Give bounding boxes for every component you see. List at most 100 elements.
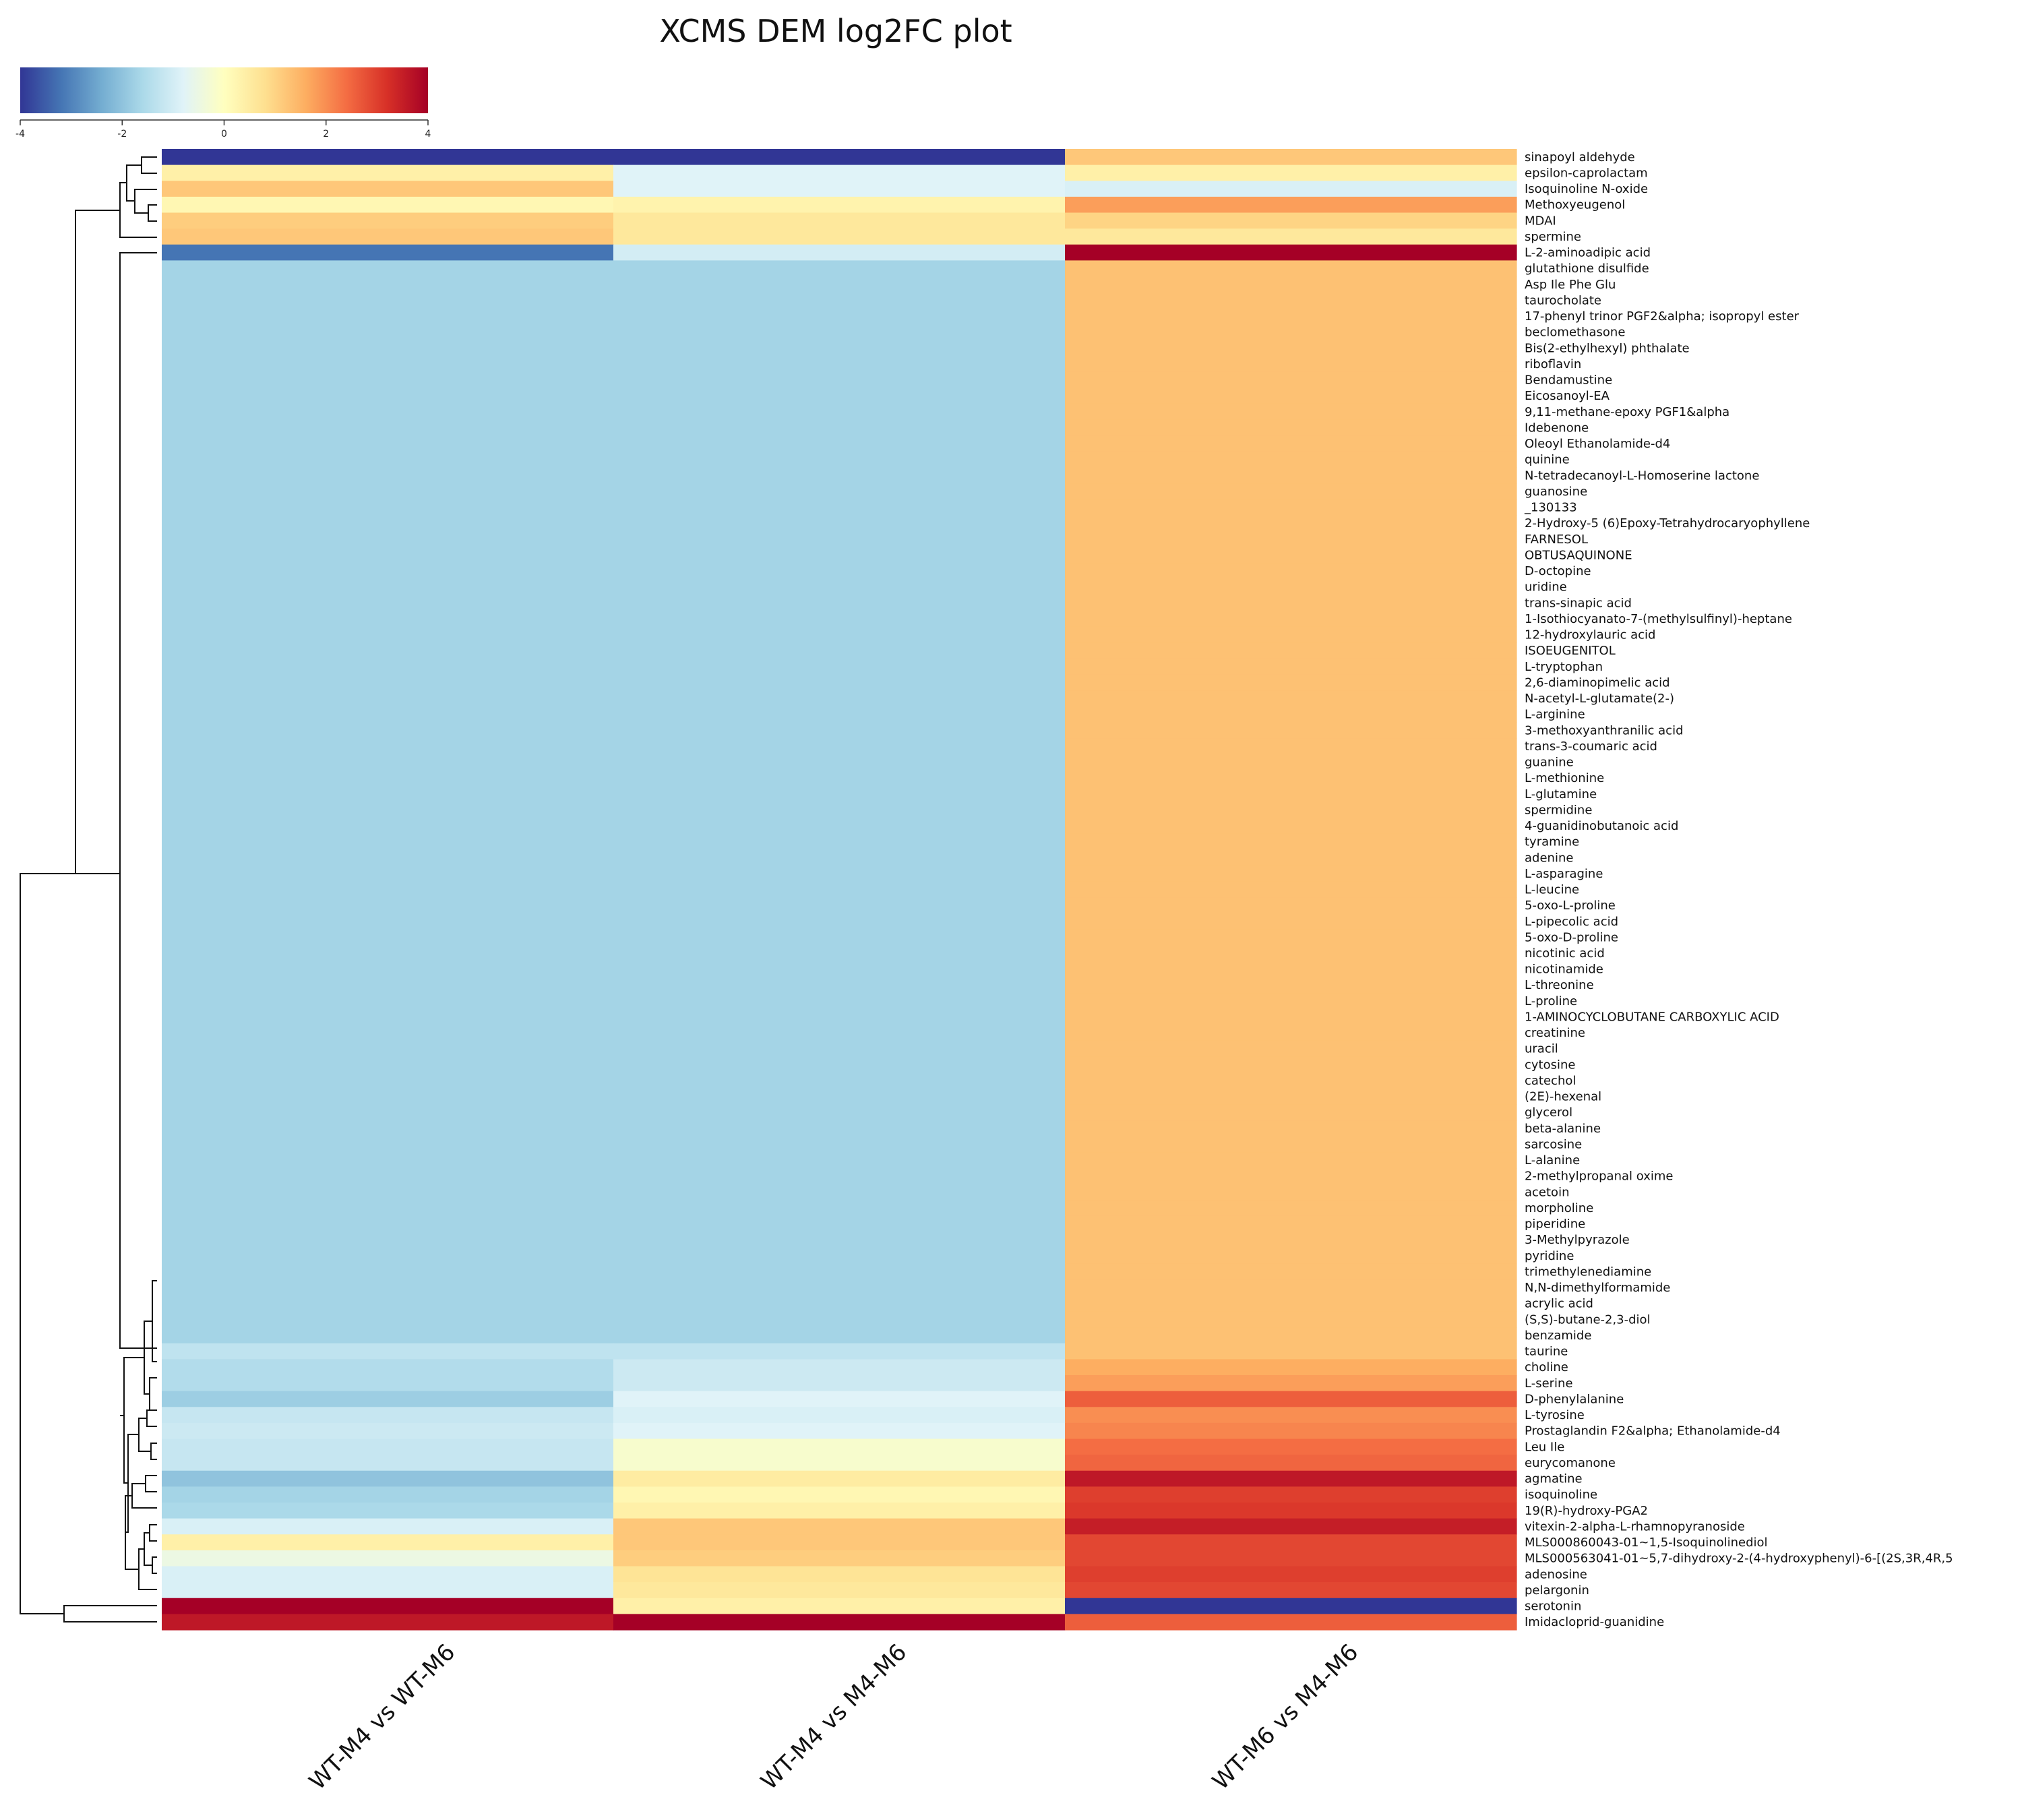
heatmap-cell [1065, 403, 1517, 421]
row-label: L-asparagine [1525, 867, 1603, 881]
row-label: guanine [1525, 756, 1574, 770]
dendrogram-branch [138, 1418, 151, 1452]
heatmap-cell [162, 1518, 614, 1535]
heatmap-cell [613, 388, 1066, 404]
row-label: 19(R)-hydroxy-PGA2 [1525, 1504, 1648, 1518]
row-label: guanosine [1525, 485, 1587, 499]
heatmap-cell [613, 626, 1066, 643]
row-label: 4-guanidinobutanoic acid [1525, 819, 1678, 833]
heatmap-cell [162, 340, 614, 357]
heatmap-cell [613, 1391, 1066, 1407]
heatmap-cell [613, 1263, 1066, 1280]
heatmap-cell [613, 913, 1066, 930]
heatmap-cell [162, 1343, 614, 1360]
heatmap-cell [1065, 1534, 1517, 1551]
heatmap-cell [162, 229, 614, 245]
heatmap-cell [1065, 785, 1517, 803]
row-label: vitexin-2-alpha-L-rhamnopyranoside [1525, 1519, 1745, 1534]
row-label: (2E)-hexenal [1525, 1090, 1601, 1104]
heatmap-cell [1065, 547, 1517, 564]
heatmap-cell [162, 371, 614, 388]
heatmap-cell [613, 674, 1066, 691]
heatmap-cell [1065, 849, 1517, 866]
heatmap-cell [1065, 818, 1517, 835]
heatmap-cell [613, 260, 1066, 277]
row-label: L-tryptophan [1525, 660, 1603, 674]
row-label: spermidine [1525, 803, 1592, 817]
heatmap-cell [162, 1088, 614, 1105]
heatmap-cell [1065, 1518, 1517, 1535]
heatmap-cell [613, 977, 1066, 994]
row-label: serotonin [1525, 1600, 1581, 1614]
row-label: sarcosine [1525, 1137, 1582, 1151]
heatmap-cell [1065, 961, 1517, 978]
heatmap-cell [1065, 371, 1517, 388]
heatmap-cell [1065, 340, 1517, 357]
dendrogram-branch [138, 1548, 157, 1590]
heatmap-cell [1065, 1566, 1517, 1583]
row-label: _130133 [1524, 501, 1577, 515]
heatmap-cell [613, 929, 1066, 946]
heatmap-cell [162, 674, 614, 691]
heatmap-cell [613, 818, 1066, 835]
heatmap-cell [1065, 356, 1517, 373]
heatmap-cell [1065, 164, 1517, 181]
dendrogram-branch [152, 1280, 157, 1362]
row-label: D-octopine [1525, 564, 1591, 578]
row-label: nicotinic acid [1525, 946, 1605, 961]
heatmap-cell [1065, 706, 1517, 723]
heatmap-cell [1065, 483, 1517, 500]
heatmap-cell [162, 1566, 614, 1583]
heatmap-cell [162, 1200, 614, 1217]
heatmap-cell [162, 419, 614, 436]
heatmap-cell [162, 403, 614, 421]
row-label: tyramine [1525, 835, 1579, 849]
row-label: glutathione disulfide [1525, 262, 1649, 276]
heatmap-cell [1065, 1104, 1517, 1121]
heatmap-cell [1065, 929, 1517, 946]
heatmap-cell [1065, 308, 1517, 325]
heatmap-cell [613, 547, 1066, 564]
heatmap-cell [613, 1040, 1066, 1058]
column-labels: WT-M4 vs WT-M6 WT-M4 vs M4-M6 WT-M6 vs M4-… [304, 1639, 1364, 1795]
heatmap-cell [613, 1167, 1066, 1185]
heatmap-cell [1065, 1311, 1517, 1328]
row-label: L-alanine [1525, 1153, 1580, 1167]
row-label: acetoin [1525, 1185, 1569, 1199]
heatmap-cell [613, 1248, 1066, 1265]
heatmap-cell [162, 722, 614, 739]
row-label: beclomethasone [1525, 326, 1625, 340]
row-label: Methoxyeugenol [1525, 198, 1625, 212]
heatmap-cell [613, 1359, 1066, 1376]
heatmap-cell [1065, 1232, 1517, 1248]
heatmap-cell [162, 690, 614, 707]
heatmap-cell [613, 1518, 1066, 1535]
color-scale-ticks: -4 -2 0 2 4 [16, 120, 431, 140]
row-label: benzamide [1525, 1329, 1591, 1343]
heatmap-cell [1065, 993, 1517, 1010]
row-label: L-glutamine [1525, 787, 1597, 801]
heatmap-cell [1065, 530, 1517, 548]
heatmap-cell [162, 801, 614, 818]
row-label: MLS000563041-01~5,7-dihydroxy-2-(4-hydro… [1525, 1552, 1953, 1566]
heatmap-cell [162, 499, 614, 516]
dendrogram-branch [141, 156, 157, 174]
heatmap-cell [1065, 658, 1517, 675]
heatmap-cell [162, 1598, 614, 1614]
heatmap-cell [1065, 229, 1517, 245]
heatmap-cell [613, 1534, 1066, 1551]
heatmap-cell [1065, 1486, 1517, 1503]
heatmap-cell [1065, 196, 1517, 214]
heatmap-cell [613, 642, 1066, 659]
row-label: cytosine [1525, 1058, 1575, 1072]
heatmap-cell [613, 897, 1066, 914]
heatmap-cell [613, 1279, 1066, 1296]
heatmap-cell [613, 801, 1066, 818]
heatmap-cell [613, 435, 1066, 452]
heatmap-cell [1065, 770, 1517, 787]
dendrogram-branch [148, 204, 157, 222]
heatmap-cell [162, 1455, 614, 1472]
heatmap-cell [1065, 499, 1517, 516]
heatmap-cell [613, 1486, 1066, 1503]
heatmap-cell [1065, 292, 1517, 309]
